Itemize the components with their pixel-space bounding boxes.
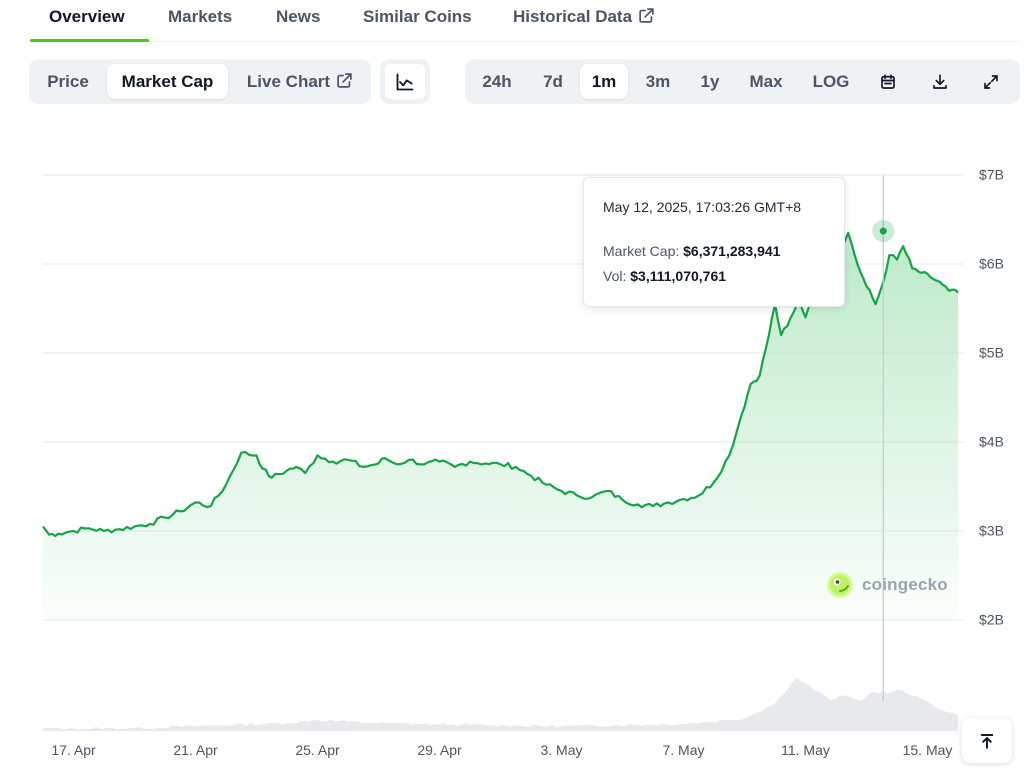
x-tick-label: 7. May (662, 742, 704, 758)
tooltip-market-cap-label: Market Cap: (603, 243, 680, 259)
range-log[interactable]: LOG (812, 72, 850, 91)
live-chart-button[interactable]: Live Chart (235, 64, 365, 99)
tab-historical-data[interactable]: Historical Data (513, 7, 655, 27)
range-max[interactable]: Max (749, 72, 783, 91)
calendar-icon (881, 73, 895, 89)
fullscreen-button[interactable] (970, 64, 1012, 99)
x-tick-label: 15. May (903, 742, 953, 758)
tooltip-vol-label: Vol: (603, 268, 627, 284)
coingecko-watermark: coingecko (826, 570, 948, 600)
y-tick-label: $5B (979, 345, 1004, 361)
volume-series (43, 677, 958, 731)
y-axis: $2B $3B $4B $5B $6B $7B (979, 167, 1004, 628)
watermark-text: coingecko (862, 575, 948, 594)
y-tick-label: $7B (979, 167, 1004, 183)
x-tick-label: 3. May (540, 742, 582, 758)
x-tick-label: 11. May (781, 742, 830, 758)
range-1y[interactable]: 1y (700, 72, 720, 91)
range-1m[interactable]: 1m (580, 64, 628, 99)
line-chart-icon (396, 73, 414, 90)
range-7d[interactable]: 7d (543, 72, 563, 91)
y-tick-label: $3B (979, 523, 1004, 539)
tooltip-volume: Vol: $3,111,070,761 (603, 268, 726, 284)
date-range-button[interactable] (867, 64, 909, 99)
tab-news[interactable]: News (276, 7, 321, 26)
market-cap-chart[interactable]: $2B $3B $4B $5B $6B $7B 17. Apr 21. Apr 25. Apr… (0, 150, 1024, 771)
tooltip-date: May 12, 2025, 17:03:26 GMT+8 (603, 199, 802, 215)
tooltip-market-cap: Market Cap: $6,371,283,941 (603, 243, 780, 259)
external-link-icon (639, 8, 654, 23)
y-tick-label: $6B (979, 256, 1004, 272)
chart-type-button[interactable] (380, 59, 430, 104)
y-tick-label: $4B (979, 434, 1004, 450)
scroll-to-top-button[interactable] (962, 718, 1012, 763)
range-3m[interactable]: 3m (645, 72, 671, 91)
nav-divider (30, 41, 1020, 42)
download-icon (933, 73, 947, 89)
tab-historical-data-label: Historical Data (513, 7, 633, 26)
x-tick-label: 21. Apr (173, 742, 218, 758)
tab-markets[interactable]: Markets (168, 7, 233, 26)
download-button[interactable] (919, 64, 961, 99)
market-cap-fill (43, 232, 958, 620)
tooltip-vol-value: $3,111,070,761 (630, 268, 727, 284)
x-axis: 17. Apr 21. Apr 25. Apr 29. Apr 3. May 7. May… (51, 742, 952, 758)
chart-tooltip: May 12, 2025, 17:03:26 GMT+8 Market Cap:… (583, 177, 845, 307)
tooltip-market-cap-value: $6,371,283,941 (683, 243, 781, 259)
active-tab-indicator (30, 39, 149, 42)
tab-overview[interactable]: Overview (49, 7, 125, 26)
range-selector: 24h 7d 1m 3m 1y Max LOG (465, 59, 1020, 104)
x-tick-label: 17. Apr (51, 742, 96, 758)
range-24h[interactable]: 24h (482, 72, 512, 91)
highlight-point (879, 227, 887, 235)
arrow-up-to-line-icon (980, 733, 994, 749)
x-tick-label: 29. Apr (417, 742, 462, 758)
volume-area (43, 677, 958, 731)
gecko-logo-icon (827, 572, 853, 598)
metric-selector: Price Market Cap Live Chart (29, 59, 371, 104)
tab-similar-coins[interactable]: Similar Coins (363, 7, 472, 26)
price-button[interactable]: Price (47, 72, 89, 91)
external-link-icon (337, 73, 352, 88)
live-chart-label: Live Chart (246, 72, 331, 91)
y-tick-label: $2B (979, 612, 1004, 628)
crosshair (872, 175, 895, 701)
coin-nav-tabs: Overview Markets News Similar Coins Hist… (0, 0, 1024, 42)
expand-icon (984, 74, 998, 89)
x-tick-label: 25. Apr (295, 742, 340, 758)
market-cap-button[interactable]: Market Cap (107, 64, 228, 99)
